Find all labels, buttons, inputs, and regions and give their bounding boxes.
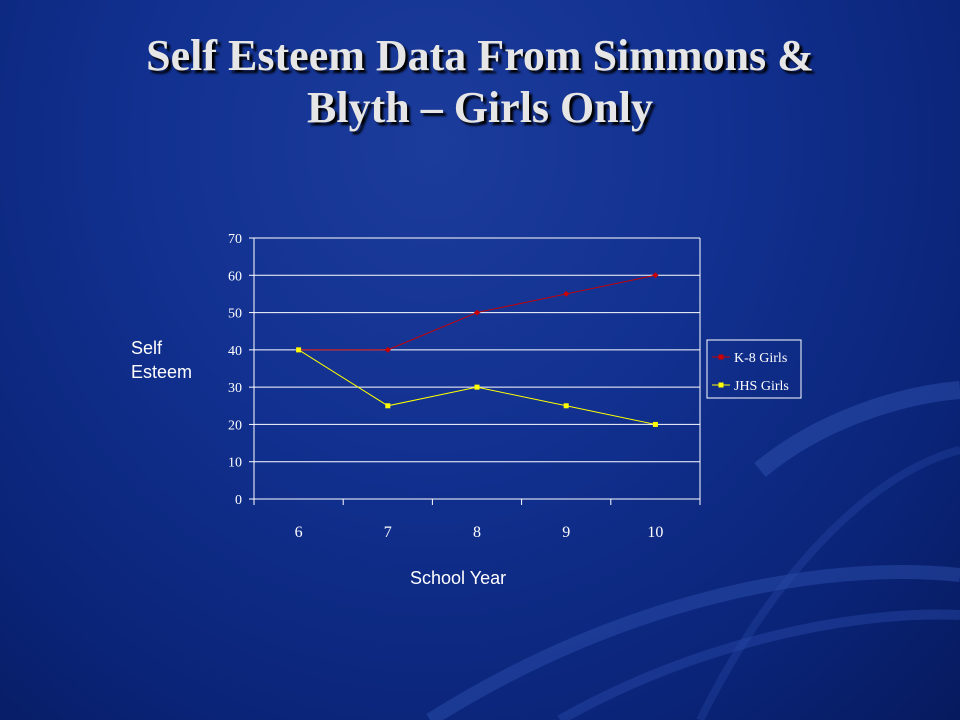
series-1-point-3 (563, 403, 569, 409)
x-tick-labels: 6 7 8 9 10 (295, 524, 664, 541)
y-tick-label-50: 50 (228, 307, 242, 322)
series-0-point-3 (563, 290, 570, 297)
x-tick-label-6: 6 (295, 524, 303, 541)
x-tick-label-7: 7 (384, 524, 392, 541)
y-tick-label-60: 60 (228, 269, 242, 284)
legend-marker-k8 (718, 354, 724, 360)
legend-box (706, 339, 802, 399)
title-line-2: Blyth – Girls Only (307, 83, 653, 132)
slide-title: Self Esteem Data From Simmons & Blyth – … (0, 30, 960, 134)
legend-label-k8: K-8 Girls (734, 351, 787, 366)
series-0-point-1 (384, 346, 391, 353)
y-axis-label-line-2: Esteem (131, 362, 193, 382)
y-tick-label-30: 30 (228, 381, 242, 396)
axes (249, 237, 701, 505)
y-tick-labels: 0 10 20 30 40 50 60 70 (228, 232, 242, 508)
series-1-point-4 (652, 421, 658, 427)
y-axis-label: Self Esteem (131, 336, 192, 384)
y-tick-label-10: 10 (228, 456, 242, 471)
series-1-point-0 (296, 347, 302, 353)
y-tick-label-40: 40 (228, 344, 242, 359)
x-tick-label-8: 8 (473, 524, 481, 541)
series-0-point-2 (474, 309, 480, 316)
series-1-point-2 (474, 384, 480, 390)
x-tick-label-9: 9 (562, 524, 570, 541)
legend-marker-jhs (718, 382, 724, 388)
series-1-point-1 (385, 403, 391, 409)
series-0-point-4 (652, 272, 659, 279)
y-tick-label-70: 70 (228, 232, 242, 247)
y-tick-label-0: 0 (235, 493, 242, 508)
title-line-1: Self Esteem Data From Simmons & (146, 31, 814, 80)
legend-label-jhs: JHS Girls (734, 379, 789, 394)
x-axis-label: School Year (410, 568, 507, 588)
x-tick-label-10: 10 (647, 524, 663, 541)
y-axis-label-line-1: Self (131, 338, 163, 358)
gridlines (254, 237, 701, 499)
legend: K-8 Girls JHS Girls (706, 339, 802, 399)
series-group (295, 272, 659, 427)
y-tick-label-20: 20 (228, 418, 242, 433)
